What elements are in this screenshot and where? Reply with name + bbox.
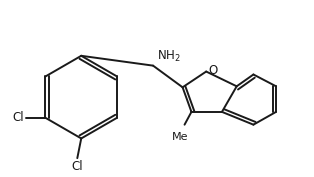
Text: NH$_2$: NH$_2$ xyxy=(157,48,181,64)
Text: O: O xyxy=(208,64,217,77)
Text: Cl: Cl xyxy=(72,160,83,173)
Text: Cl: Cl xyxy=(12,111,24,124)
Text: Me: Me xyxy=(171,132,188,142)
